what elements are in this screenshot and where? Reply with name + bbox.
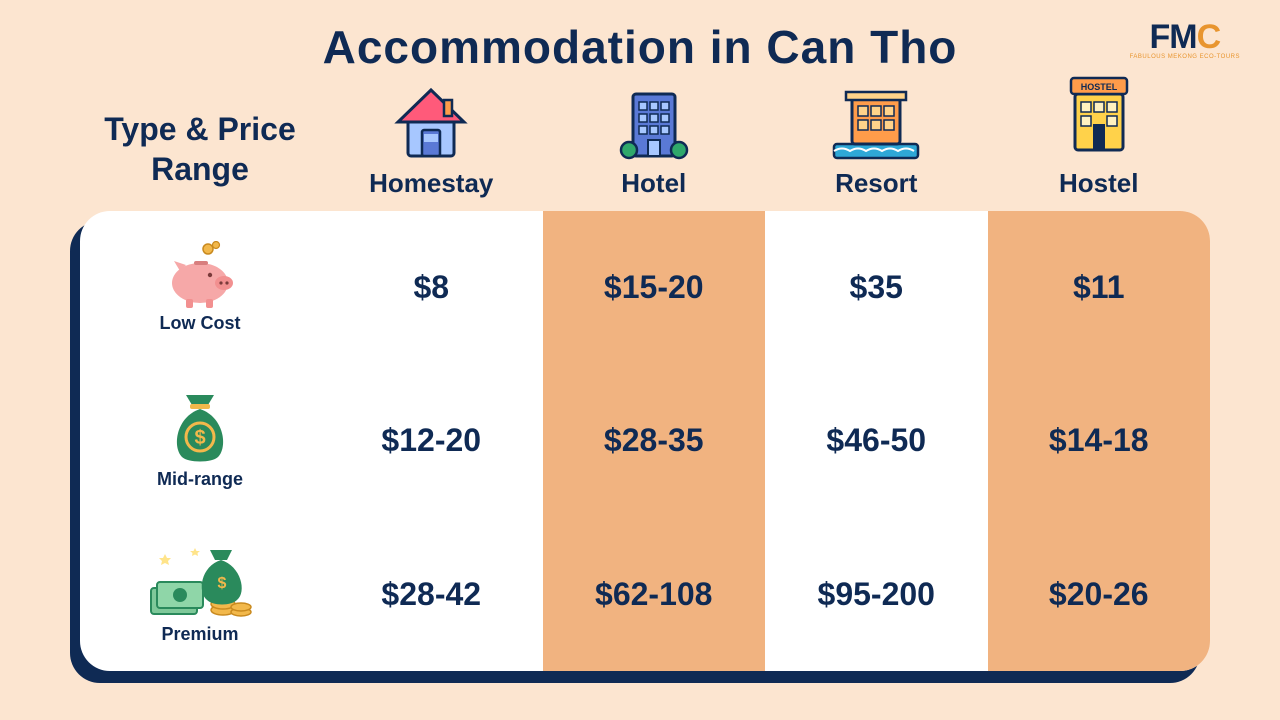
logo-accent: C xyxy=(1197,18,1221,56)
logo-tagline: FABULOUS MEKONG ECO-TOURS xyxy=(1130,54,1240,60)
price-cell: $35 xyxy=(765,211,988,364)
col-label: Resort xyxy=(765,168,988,199)
row-label: Low Cost xyxy=(160,313,241,334)
price-cell: $11 xyxy=(988,211,1211,364)
row-label: Premium xyxy=(161,624,238,645)
price-cell: $28-35 xyxy=(543,364,766,517)
col-hotel: $15-20 $28-35 $62-108 xyxy=(543,211,766,671)
col-label: Homestay xyxy=(320,168,543,199)
hotel-icon xyxy=(609,84,699,162)
svg-text:$: $ xyxy=(218,575,227,592)
col-resort: $35 $46-50 $95-200 xyxy=(765,211,988,671)
brand-logo: FMC FABULOUS MEKONG ECO-TOURS xyxy=(1130,20,1240,60)
row-header-premium: $ Premium xyxy=(80,518,320,671)
col-homestay: $8 $12-20 $28-42 xyxy=(320,211,543,671)
panel: Low Cost $ Mid-range xyxy=(80,211,1210,671)
page-title: Accommodation in Can Tho xyxy=(0,0,1280,74)
col-label: Hostel xyxy=(988,168,1211,199)
price-cell: $14-18 xyxy=(988,364,1211,517)
price-cell: $62-108 xyxy=(543,518,766,671)
price-table: Low Cost $ Mid-range xyxy=(80,211,1210,671)
money-bag-icon: $ xyxy=(164,391,236,467)
logo-text: FM xyxy=(1149,18,1196,56)
piggy-bank-icon xyxy=(158,241,242,311)
row-headers: Low Cost $ Mid-range xyxy=(80,211,320,671)
hostel-icon: HOSTEL xyxy=(1057,74,1141,162)
col-label: Hotel xyxy=(543,168,766,199)
money-pile-icon: $ xyxy=(145,544,255,622)
column-headers: Type & Price Range Homestay xyxy=(0,84,1280,199)
price-cell: $46-50 xyxy=(765,364,988,517)
row-label: Mid-range xyxy=(157,469,243,490)
svg-text:HOSTEL: HOSTEL xyxy=(1080,82,1117,92)
price-cell: $12-20 xyxy=(320,364,543,517)
col-header-resort: Resort xyxy=(765,84,988,199)
svg-text:$: $ xyxy=(194,427,205,449)
price-cell: $95-200 xyxy=(765,518,988,671)
col-header-homestay: Homestay xyxy=(320,84,543,199)
col-header-hotel: Hotel xyxy=(543,84,766,199)
row-header-low: Low Cost xyxy=(80,211,320,364)
resort-icon xyxy=(828,84,924,162)
col-hostel: $11 $14-18 $20-26 xyxy=(988,211,1211,671)
homestay-icon xyxy=(386,84,476,162)
subtitle: Type & Price Range xyxy=(80,109,320,199)
price-cell: $20-26 xyxy=(988,518,1211,671)
col-header-hostel: HOSTEL Hostel xyxy=(988,84,1211,199)
price-cell: $8 xyxy=(320,211,543,364)
row-header-mid: $ Mid-range xyxy=(80,364,320,517)
price-cell: $15-20 xyxy=(543,211,766,364)
price-cell: $28-42 xyxy=(320,518,543,671)
